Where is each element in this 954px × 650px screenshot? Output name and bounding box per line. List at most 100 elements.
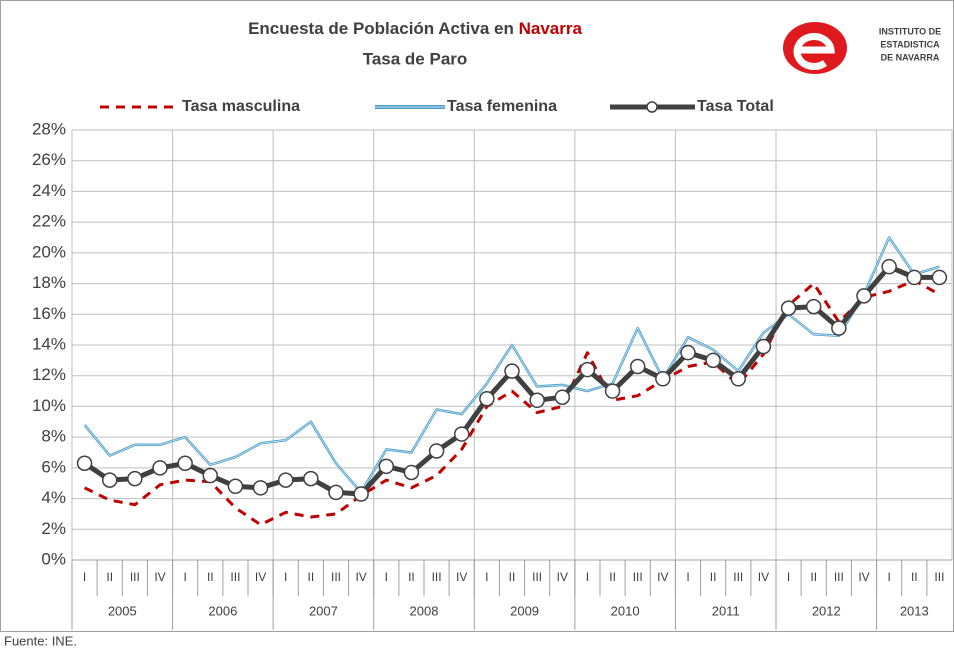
data-point (127, 470, 143, 487)
x-tick-label: I (787, 570, 790, 584)
x-tick-label: I (83, 570, 86, 584)
y-tick-label: 8% (41, 427, 66, 446)
data-point (906, 269, 923, 286)
y-tick-label: 18% (32, 273, 66, 292)
data-point (277, 472, 294, 488)
x-tick-label: I (385, 570, 388, 584)
data-point (629, 358, 646, 375)
x-tick-label: II (609, 570, 616, 584)
year-label: 2011 (712, 603, 740, 618)
chart-frame (0, 0, 954, 632)
y-tick-label: 24% (32, 181, 66, 200)
data-point (428, 443, 445, 459)
data-point (881, 258, 897, 275)
title-highlight: Navarra (519, 19, 583, 38)
series-line (83, 279, 941, 527)
data-point (303, 470, 319, 487)
data-point (227, 478, 244, 495)
year-label: 2012 (812, 603, 841, 618)
x-tick-label: II (207, 570, 214, 584)
data-point (705, 352, 721, 369)
x-tick-label: IV (557, 570, 568, 584)
x-tick-label: II (911, 570, 918, 584)
y-tick-label: 4% (41, 488, 66, 507)
x-tick-label: II (408, 570, 415, 584)
y-tick-label: 22% (32, 212, 66, 231)
x-tick-label: III (532, 570, 542, 584)
year-label: 2010 (611, 603, 640, 618)
x-tick-label: II (710, 570, 717, 584)
source-note: Fuente: INE. (4, 633, 77, 648)
logo: INSTITUTO DE ESTADISTICA DE NAVARRA (783, 22, 941, 74)
x-tick-label: IV (456, 570, 467, 584)
x-tick-label: IV (758, 570, 769, 584)
data-point (403, 464, 420, 481)
x-tick-label: III (934, 570, 944, 584)
year-label: 2013 (900, 603, 929, 618)
data-point (453, 426, 470, 442)
x-tick-label: III (331, 570, 341, 584)
legend-label: Tasa Total (697, 98, 774, 115)
data-point (805, 298, 822, 315)
x-tick-label: IV (154, 570, 165, 584)
x-tick-label: II (106, 570, 113, 584)
data-point (353, 486, 369, 502)
data-point (252, 480, 269, 496)
data-point (931, 269, 948, 286)
data-point (604, 383, 621, 399)
x-tick-label: III (834, 570, 844, 584)
y-tick-label: 14% (32, 334, 66, 353)
legend-label: Tasa femenina (447, 98, 557, 115)
data-point (831, 320, 847, 336)
x-tick-label: I (887, 570, 890, 584)
x-tick-label: III (230, 570, 240, 584)
data-point (504, 363, 520, 379)
y-tick-label: 0% (41, 549, 66, 568)
logo-e (793, 33, 835, 70)
data-point (680, 344, 696, 361)
data-point (177, 455, 193, 471)
data-point (152, 460, 168, 476)
chart-subtitle: Tasa de Paro (363, 49, 468, 68)
x-tick-label: III (130, 570, 140, 584)
year-label: 2005 (108, 603, 137, 618)
x-tick-label: I (284, 570, 287, 584)
data-point (655, 371, 671, 387)
y-tick-label: 2% (41, 519, 66, 538)
y-tick-label: 16% (32, 304, 66, 323)
logo-text: DE NAVARRA (881, 52, 940, 62)
data-point (328, 484, 344, 501)
x-tick-label: I (586, 570, 589, 584)
data-point (202, 467, 219, 484)
y-tick-label: 10% (32, 396, 66, 415)
data-point (76, 455, 93, 471)
legend-marker (646, 101, 658, 113)
data-point (529, 392, 545, 409)
x-tick-label: II (308, 570, 315, 584)
logo-text: INSTITUTO DE (879, 26, 941, 36)
y-tick-label: 28% (32, 119, 66, 138)
x-tick-label: I (485, 570, 488, 584)
series-line-highlight (84, 236, 940, 494)
logo-text: ESTADISTICA (880, 39, 940, 49)
year-label: 2009 (510, 603, 539, 618)
x-tick-label: I (686, 570, 689, 584)
x-tick-label: III (633, 570, 643, 584)
data-point (780, 300, 797, 316)
year-label: 2008 (410, 603, 439, 618)
y-tick-label: 26% (32, 150, 66, 169)
x-tick-label: IV (255, 570, 266, 584)
x-tick-label: IV (657, 570, 668, 584)
data-point (579, 361, 596, 378)
data-point (479, 391, 495, 407)
chart-title: Encuesta de Población Activa en Navarra (248, 19, 582, 38)
x-tick-label: IV (355, 570, 366, 584)
data-point (554, 389, 571, 405)
x-tick-label: I (183, 570, 186, 584)
x-tick-label: II (810, 570, 817, 584)
data-point (755, 338, 772, 355)
legend-label: Tasa masculina (182, 98, 300, 115)
data-point (730, 371, 747, 387)
